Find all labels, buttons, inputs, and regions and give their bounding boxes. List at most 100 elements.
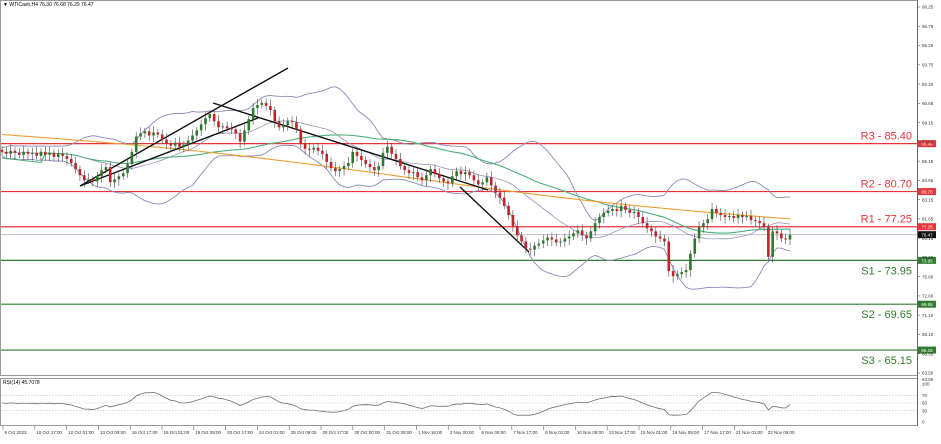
- current-price-tag: [918, 231, 936, 239]
- price-axis[interactable]: 98.25 96.75 95.25 93.75 92.20 90.65 89.15 87.65…: [917, 0, 934, 426]
- candle-bull: [736, 215, 740, 219]
- level-price-tag: [918, 188, 936, 196]
- candle-bear: [394, 153, 398, 159]
- candle-bear: [511, 215, 515, 227]
- candle-bull: [533, 245, 536, 250]
- candle-bull: [204, 118, 207, 125]
- candle-bear: [459, 171, 463, 175]
- candle-bear: [775, 231, 779, 234]
- candle-bear: [784, 238, 787, 240]
- candle-bull: [256, 104, 259, 108]
- candle-bear: [489, 177, 493, 186]
- time-tick-label: 16 Oct 17:00: [132, 430, 158, 435]
- candle-bear: [169, 143, 173, 146]
- candle-bear: [355, 151, 359, 156]
- price-tick-label: 92.20: [922, 82, 934, 87]
- time-tick-label: 6 Nov 09:00: [482, 430, 507, 435]
- time-tick-label: 12 Oct 01:00: [68, 430, 94, 435]
- candle-bear: [550, 237, 554, 240]
- price-tick-label: 89.15: [922, 120, 934, 125]
- candle-bull: [602, 212, 606, 218]
- candle-bull: [134, 136, 138, 152]
- candle-bull: [139, 133, 142, 137]
- price-tick-label: 75.60: [922, 274, 934, 279]
- candle-bear: [520, 235, 523, 242]
- candle-bear: [18, 152, 21, 155]
- candle-bear: [416, 172, 419, 178]
- price-tick-label: 68.10: [922, 332, 934, 337]
- current-price-tag-text: 76.47: [921, 233, 933, 238]
- candle-bull: [455, 171, 458, 177]
- candle-bear: [433, 169, 437, 175]
- candle-bear: [390, 146, 393, 154]
- candle-bear: [334, 168, 337, 172]
- candle-bear: [308, 148, 311, 150]
- support-resistance-levels: [1, 143, 917, 351]
- candle-bear: [585, 235, 588, 239]
- candle-bear: [303, 143, 307, 149]
- candle-bull: [247, 119, 251, 131]
- candle-bear: [61, 153, 64, 156]
- time-tick-label: 1 Nov 16:00: [418, 430, 443, 435]
- candle-bear: [329, 161, 333, 169]
- price-tick-label: 63.50: [922, 371, 934, 376]
- level-price-tag-text: 80.70: [921, 190, 933, 195]
- candle-bull: [702, 223, 705, 228]
- level-label-s3: S3 - 65.15: [861, 355, 912, 367]
- candle-bear: [178, 142, 181, 147]
- candle-bear: [528, 248, 532, 250]
- candle-bear: [26, 151, 30, 154]
- candle-bear: [290, 121, 294, 123]
- price-tick-label: 96.75: [922, 24, 934, 29]
- level-price-tag: [918, 223, 936, 231]
- price-tick-label: 72.60: [922, 294, 934, 299]
- time-tick-label: 20 Oct 17:00: [227, 430, 253, 435]
- candle-bull: [9, 150, 12, 154]
- candle-bear: [658, 236, 662, 239]
- candle-bull: [619, 205, 623, 211]
- candle-bull: [693, 238, 697, 254]
- candle-bear: [723, 215, 727, 218]
- level-label-s2: S2 - 69.65: [861, 309, 912, 321]
- time-tick-label: 13 Nov 17:00: [609, 430, 636, 435]
- rsi-label: RSI(14) 45.7078: [3, 380, 40, 386]
- candle-bear: [780, 233, 783, 239]
- candle-bull: [182, 144, 186, 147]
- price-tick-label: 87.65: [922, 140, 934, 145]
- candle-bear: [442, 178, 445, 182]
- candle-bear: [299, 129, 303, 144]
- candle-bull: [199, 124, 203, 131]
- candle-bull: [22, 151, 25, 155]
- candle-bear: [108, 167, 112, 183]
- candle-bull: [706, 219, 710, 224]
- candle-bear: [264, 102, 268, 106]
- price-tick-label: 78.60: [922, 255, 934, 260]
- candle-bull: [412, 172, 415, 174]
- candle-bear: [438, 174, 441, 179]
- candle-bear: [316, 147, 320, 151]
- candle-bear: [446, 181, 450, 184]
- rsi-panel-top-price: 63.50: [922, 377, 934, 382]
- candle-bull: [208, 114, 212, 119]
- candle-bull: [95, 176, 99, 182]
- candle-bull: [593, 223, 597, 232]
- candle-bear: [360, 155, 363, 160]
- candle-bear: [667, 241, 671, 272]
- time-tick-label: 3 Nov 00:00: [450, 430, 475, 435]
- time-tick-label: 19 Oct 09:00: [195, 430, 221, 435]
- candle-bull: [589, 231, 593, 239]
- candle-bear: [273, 110, 277, 122]
- time-axis[interactable]: 9 Oct 2023 10 Oct 17:00 12 Oct 01:00 13 Oct…: [2, 426, 795, 435]
- candle-bear: [52, 152, 56, 157]
- rsi-tick-label: 70: [922, 393, 928, 398]
- candle-bear: [217, 121, 220, 128]
- candle-bear: [325, 153, 329, 162]
- candle-bull: [377, 166, 380, 171]
- level-price-tag-text: 85.40: [921, 142, 933, 147]
- price-tick-label: 80.15: [922, 236, 934, 241]
- price-tick-label: 83.15: [922, 197, 934, 202]
- candle-bull: [381, 152, 385, 167]
- candle-bull: [351, 151, 354, 164]
- trendline: [212, 102, 489, 191]
